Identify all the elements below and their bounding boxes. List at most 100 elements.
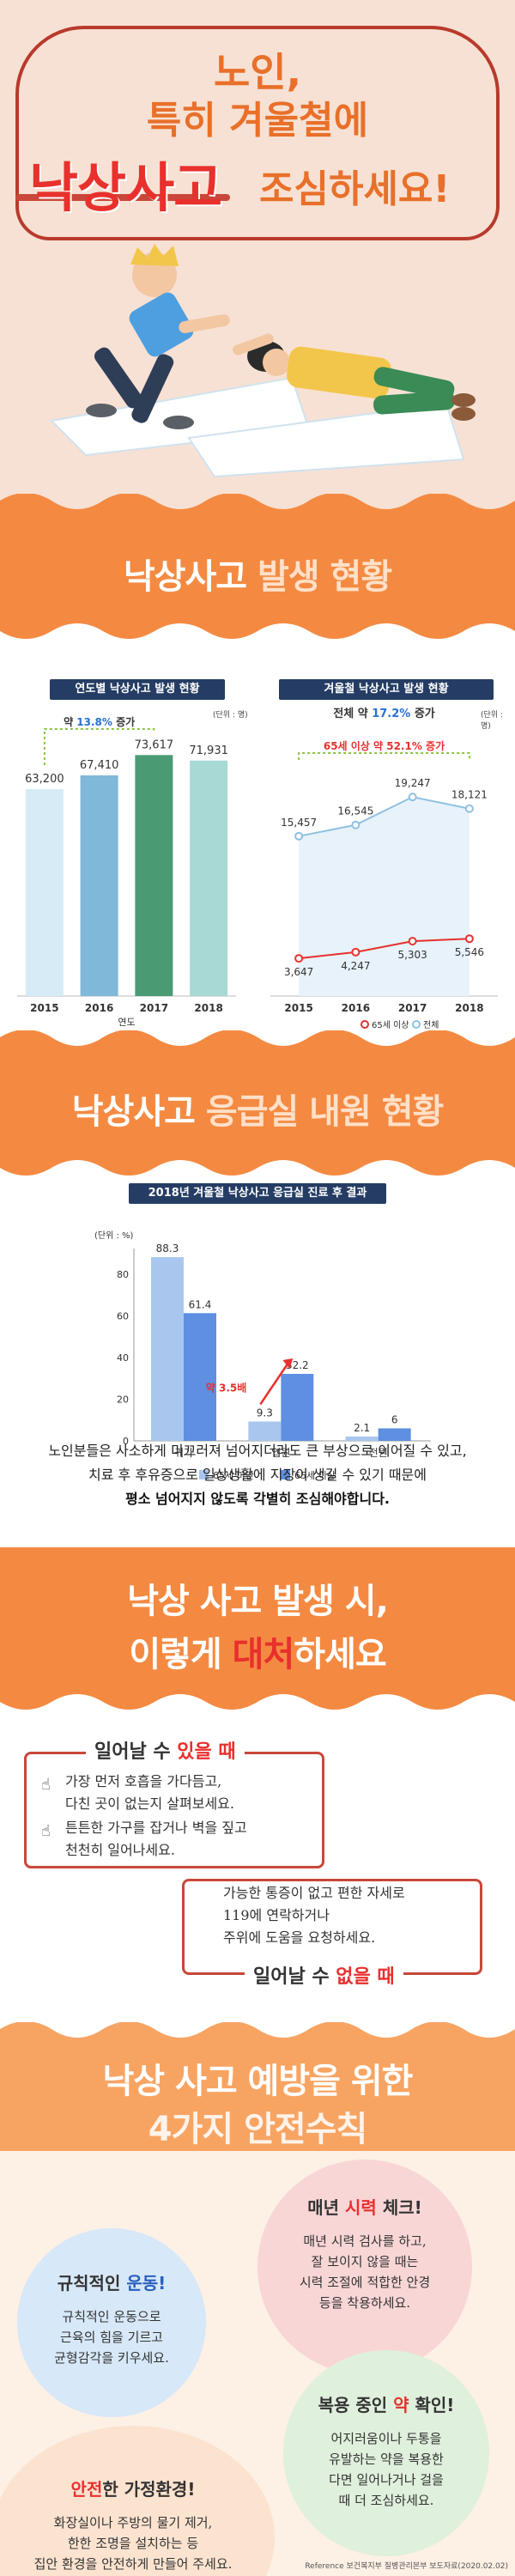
chart1-title: 연도별 낙상사고 발생 현황 xyxy=(50,679,225,700)
tip1-title: 규칙적인 운동! xyxy=(17,2269,206,2294)
chart3-ytick-label: 60 xyxy=(117,1311,129,1322)
chart3-value-label: 2.1 xyxy=(354,1422,370,1434)
chart3-value-label: 88.3 xyxy=(156,1242,179,1255)
wave-bottom xyxy=(0,1160,515,1176)
tip1-line: 규칙적인 운동으로 xyxy=(62,2309,161,2324)
tip3-line: 때 더 조심하세요. xyxy=(338,2493,434,2508)
box1-title-b: 있을 때 xyxy=(177,1741,236,1763)
tip-home: 안전한 가정환경! 화장실이나 주방의 물기 제거, 한한 조명을 설치하는 등… xyxy=(0,2426,275,2576)
hero-warning: 조심하세요! xyxy=(259,167,451,211)
section2-title-rest: 응급실 내원 현황 xyxy=(205,1092,444,1132)
chart2-value-label: 18,121 xyxy=(451,789,488,801)
box-cannot-stand-title: 일어날 수 없을 때 xyxy=(245,1961,403,1989)
hero-line1: 노인, xyxy=(213,49,302,95)
chart3-bar xyxy=(184,1313,216,1441)
chart2-value-label: 5,546 xyxy=(455,946,484,958)
tip3-title-c: 확인! xyxy=(415,2395,455,2415)
chart3-arrow-head xyxy=(282,1358,294,1370)
chart2-point xyxy=(351,947,360,957)
chart2-line-total xyxy=(298,796,470,837)
chart3-legend-label: 65세 미만 xyxy=(213,1470,254,1481)
chart2-point xyxy=(464,934,474,944)
tip-eyesight: 매년 시력 체크! 매년 시력 검사를 하고, 잘 보이지 않을 때는 시력 조… xyxy=(258,2160,472,2374)
chart2-point xyxy=(351,820,360,829)
chart3-ytick-label: 80 xyxy=(117,1269,129,1280)
section3-title-b: 대처 xyxy=(232,1635,295,1674)
chart1-bar xyxy=(25,789,64,996)
chart3-value-label: 61.4 xyxy=(189,1298,212,1310)
chart1-value-label: 71,931 xyxy=(189,744,228,757)
chart2-annotation-total: 전체 약 17.2% 증가 xyxy=(333,707,435,720)
chart3-legend-swatch xyxy=(281,1470,290,1479)
section3-title-a: 이렇게 xyxy=(129,1635,221,1674)
wave-top xyxy=(0,1030,515,1046)
reference-note: Reference 보건복지부 질병관리본부 보도자료(2020.02.02) xyxy=(305,2562,508,2571)
hero-row: 낙상사고 조심하세요! xyxy=(17,144,498,219)
section1-charts: 연도별 낙상사고 발생 현황 (단위 : 명) 약 13.8% 증가 63,200… xyxy=(0,640,515,1030)
chart2-bracket xyxy=(298,752,470,760)
chart2-point xyxy=(294,831,304,841)
chart1-annotation: 약 13.8% 증가 xyxy=(64,715,135,728)
chart3-tick-label: 귀가 xyxy=(174,1447,193,1459)
chart2-tick-label: 2018 xyxy=(455,1002,483,1014)
tip1-text: 규칙적인 운동으로 근육의 힘을 기르고 균형감각을 키우세요. xyxy=(17,2306,206,2368)
box1-line: 천천히 일어나세요. xyxy=(65,1842,175,1858)
hero-keyword: 낙상사고 xyxy=(29,156,222,219)
box1-line: 다친 곳이 없는지 살펴보세요. xyxy=(65,1795,234,1812)
chart3-tick-label: 입원 xyxy=(271,1447,290,1459)
chart2-title: 겨울철 낙상사고 발생 현황 xyxy=(279,679,494,700)
tip2-text: 매년 시력 검사를 하고, 잘 보이지 않을 때는 시력 조절에 적합한 안경 … xyxy=(258,2231,472,2313)
chart1-unit: (단위 : 명) xyxy=(213,711,248,720)
chart1-annotation-prefix: 약 xyxy=(64,715,76,728)
chart2-value-label: 3,647 xyxy=(284,966,313,978)
tip4-line: 한한 조명을 설치하는 등 xyxy=(67,2536,199,2551)
tip1-title-a: 규칙적인 xyxy=(57,2273,121,2293)
pointing-hand-icon: ☝ xyxy=(41,1822,51,1840)
section3-content: 일어날 수 있을 때 ☝ 가장 먼저 호흡을 가다듬고, 다친 곳이 없는지 살… xyxy=(0,1710,515,1989)
section4-title-line2: 4가지 안전수칙 xyxy=(148,2110,368,2149)
chart1-bar: 약 13.8% 증가 63,200 2015 67,410 2016 73,617 2017… xyxy=(17,715,236,1028)
note-line2: 치료 후 후유증으로 일상생활에 지장이 생길 수 있기 때문에 xyxy=(88,1467,427,1483)
chart1-value-label: 67,410 xyxy=(80,759,119,772)
chart1-annotation-suffix: 증가 xyxy=(112,715,135,728)
box2-line: 주위에 도움을 요청하세요. xyxy=(223,1929,376,1946)
note-line1: 노인분들은 사소하게 미끄러져 넘어지더라도 큰 부상으로 이어질 수 있고, xyxy=(48,1443,467,1459)
chart2-tick-label: 2017 xyxy=(398,1002,427,1014)
note-emphasis: 평소 넘어지지 않도록 각별히 조심해야합니다. xyxy=(124,1491,391,1507)
note-text: 노인분들은 사소하게 미끄러져 넘어지더라도 큰 부상으로 이어질 수 있고, … xyxy=(0,1439,515,1511)
chart3-bar: (단위 : %)02040608088.361.4귀가9.332.2입원2.16… xyxy=(94,1230,431,1481)
chart3-unit: (단위 : %) xyxy=(94,1230,134,1241)
box1-line: 튼튼한 가구를 잡거나 벽을 짚고 xyxy=(65,1820,247,1836)
box2-line: 119에 연락하거나 xyxy=(223,1907,330,1923)
chart2-annotation-total-value: 17.2% xyxy=(372,708,410,720)
pointing-hand-icon: ☝ xyxy=(41,1776,51,1794)
section4-content: 규칙적인 운동! 규칙적인 운동으로 근육의 힘을 기르고 균형감각을 키우세요… xyxy=(0,2151,515,2576)
tip1-line: 균형감각을 키우세요. xyxy=(54,2350,169,2366)
tip3-line: 유발하는 약을 복용한 xyxy=(329,2451,444,2467)
chart3-bar xyxy=(281,1374,314,1441)
chart3-ytick-label: 0 xyxy=(123,1436,129,1447)
section1-title-keyword: 낙상사고 xyxy=(123,557,247,597)
chart3-ytick-label: 40 xyxy=(117,1352,129,1364)
chart2-area-total xyxy=(299,797,470,996)
chart1-bar xyxy=(80,775,118,996)
tip3-text: 어지러움이나 두통을 유발하는 약을 복용한 다면 일어나거나 걸을 때 더 조… xyxy=(283,2428,489,2511)
box1-text-b: 튼튼한 가구를 잡거나 벽을 짚고 천천히 일어나세요. xyxy=(65,1817,247,1862)
tip4-title-b: 한 가정환경! xyxy=(102,2479,196,2500)
chart1-tick-label: 2018 xyxy=(194,1002,222,1014)
chart2-unit: (단위 : 명) xyxy=(481,711,503,731)
tip2-title-b: 시력 xyxy=(345,2197,377,2218)
chart2-tick-label: 2016 xyxy=(342,1002,370,1014)
chart2-line: 전체 약 17.2% 증가 65세 이상 약 52.1% 증가 15,457 16,5… xyxy=(270,707,498,1030)
section2-title-keyword: 낙상사고 xyxy=(71,1092,196,1132)
chart2-value-label: 4,247 xyxy=(341,960,370,972)
chart2-value-label: 5,303 xyxy=(397,949,427,961)
tip4-title-a: 안전 xyxy=(70,2479,103,2500)
chart2-annotation-65: 65세 이상 약 52.1% 증가 xyxy=(324,739,445,752)
section3-banner: 낙상 사고 발생 시, 이렇게 대처하세요 xyxy=(0,1547,515,1710)
note-line3: 평소 넘어지지 않도록 각별히 조심해야합니다. xyxy=(0,1487,515,1511)
tip2-title-c: 체크! xyxy=(382,2197,422,2218)
tip3-title-b: 약 xyxy=(393,2395,409,2415)
chart3-bar xyxy=(248,1421,282,1441)
